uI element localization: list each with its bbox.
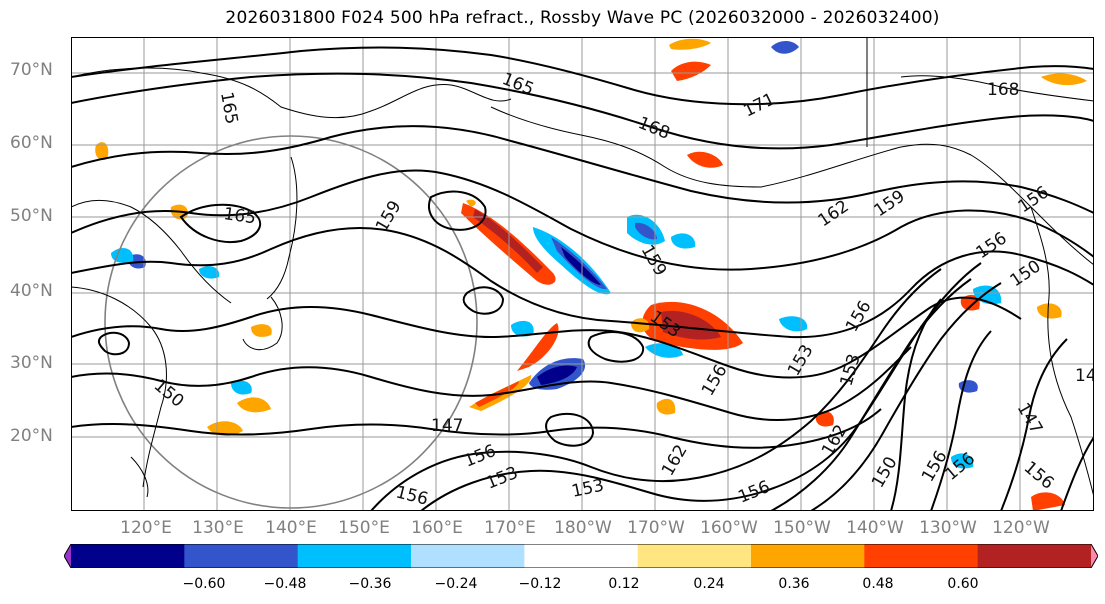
lon-label: 150°E [338, 518, 390, 538]
colorbar-right-extension [1091, 544, 1098, 568]
lon-label: 170°E [484, 518, 536, 538]
lon-label: 140°W [846, 518, 904, 538]
colorbar-segment [977, 544, 1092, 568]
lon-label: 180°W [554, 518, 612, 538]
colorbar [63, 543, 1099, 569]
colorbar-segment [524, 544, 639, 568]
colorbar-tick-label: −0.36 [348, 576, 392, 592]
contour-label: 165 [222, 204, 257, 228]
colorbar-tick-label: 0.24 [693, 576, 725, 592]
lat-label: 50°N [10, 206, 53, 226]
lat-label: 70°N [10, 60, 53, 80]
colorbar-segment [184, 544, 299, 568]
colorbar-left-extension [64, 544, 71, 568]
lon-label: 160°W [700, 518, 758, 538]
colorbar-segment [637, 544, 752, 568]
colorbar-tick-label: −0.60 [182, 576, 226, 592]
lat-label: 20°N [10, 426, 53, 446]
lon-label: 130°W [919, 518, 977, 538]
colorbar-tick-label: −0.24 [434, 576, 478, 592]
lon-label: 140°E [265, 518, 317, 538]
colorbar-tick-label: 0.48 [862, 576, 894, 592]
lon-label: 130°E [192, 518, 244, 538]
lon-label: 160°E [411, 518, 463, 538]
colorbar-tick-label: 0.36 [778, 576, 810, 592]
colorbar-tick-label: 0.12 [608, 576, 640, 592]
colorbar-tick-label: −0.12 [518, 576, 562, 592]
lon-label: 120°E [120, 518, 172, 538]
region-circle [104, 135, 478, 509]
colorbar-tick-label: 0.60 [947, 576, 979, 592]
height-contours [71, 46, 1094, 511]
lat-label: 40°N [10, 281, 53, 301]
map-canvas: 165 165 168 171 168 165 159 159 162 159 … [71, 37, 1094, 511]
colorbar-tick-label: −0.48 [263, 576, 307, 592]
lon-label: 170°W [627, 518, 685, 538]
colorbar-segment [751, 544, 865, 568]
map-frame [71, 37, 1094, 511]
lat-label: 30°N [10, 353, 53, 373]
contour-label: 168 [987, 80, 1019, 100]
contour-label: 144 [1075, 366, 1094, 386]
map-title: 2026031800 F024 500 hPa refract., Rossby… [225, 8, 940, 28]
colorbar-segment [411, 544, 525, 568]
colorbar-segment [71, 544, 185, 568]
map-panel: 165 165 168 171 168 165 159 159 162 159 … [71, 37, 1094, 511]
colorbar-svg [63, 543, 1099, 569]
colorbar-segment [297, 544, 412, 568]
lat-label: 60°N [10, 133, 53, 153]
colorbar-segment [864, 544, 979, 568]
lon-label: 150°W [773, 518, 831, 538]
contour-label: 147 [431, 416, 463, 436]
lon-label: 120°W [992, 518, 1050, 538]
